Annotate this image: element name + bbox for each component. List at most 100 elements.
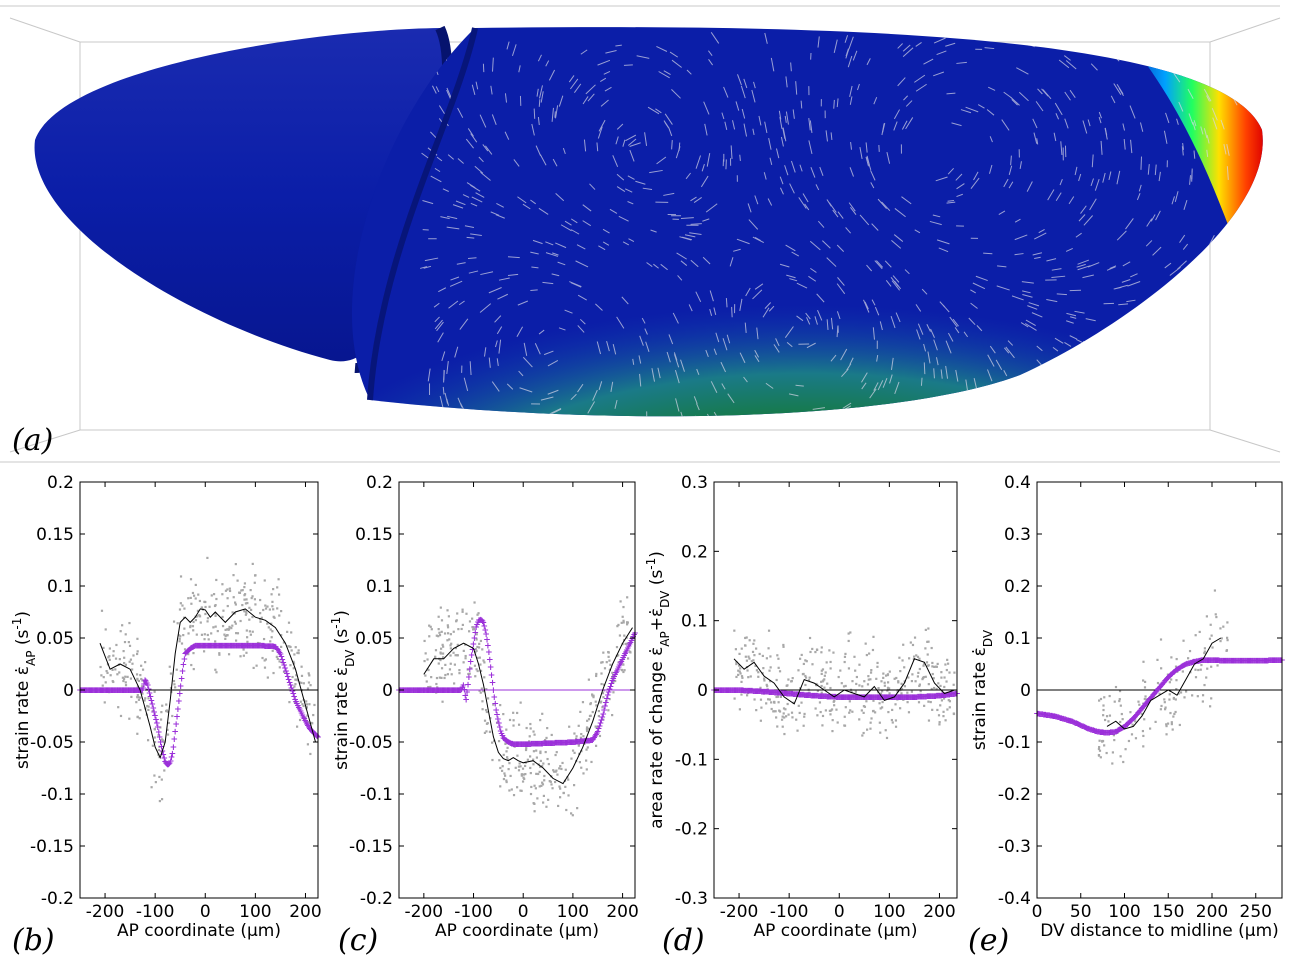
data-point	[611, 674, 615, 677]
data-point	[1154, 720, 1157, 724]
model-marker: +	[881, 693, 889, 703]
model-marker: +	[505, 738, 513, 748]
flow-streak	[672, 312, 679, 324]
data-point	[228, 589, 232, 593]
flow-streak	[583, 139, 587, 152]
flow-streak	[530, 289, 538, 291]
model-marker: +	[211, 641, 219, 651]
model-marker: +	[1079, 722, 1087, 732]
flow-streak	[1182, 243, 1189, 250]
data-point	[234, 601, 237, 604]
model-marker: +	[892, 693, 900, 703]
model-marker: +	[1062, 715, 1070, 725]
data-point	[449, 644, 452, 647]
flow-streak	[930, 328, 935, 338]
data-point	[1198, 630, 1201, 634]
model-marker: +	[609, 674, 617, 684]
data-point	[179, 602, 182, 605]
data-point	[883, 684, 886, 687]
data-point	[797, 669, 800, 672]
flow-streak	[743, 78, 748, 89]
flow-streak	[1178, 101, 1184, 112]
flow-streak	[1034, 256, 1041, 259]
data-point	[521, 780, 525, 783]
model-marker: +	[467, 658, 475, 668]
y-tick-label: 0.1	[1004, 629, 1031, 649]
data-point	[828, 696, 831, 700]
y-tick-label: 0.4	[1004, 473, 1031, 493]
flow-streak	[1189, 379, 1196, 384]
flow-streak	[897, 43, 903, 49]
data-point	[886, 686, 890, 689]
data-point	[115, 643, 118, 647]
flow-streak	[848, 202, 856, 212]
model-marker: +	[302, 718, 310, 728]
model-marker: +	[1035, 710, 1043, 720]
model-marker: +	[1234, 656, 1242, 666]
data-point	[591, 710, 594, 714]
flow-streak	[822, 240, 831, 249]
flow-streak	[788, 393, 799, 397]
data-point	[600, 661, 603, 664]
data-point	[1166, 722, 1170, 725]
data-point	[767, 629, 771, 632]
flow-streak	[885, 279, 892, 287]
model-marker: +	[529, 740, 537, 750]
data-point	[844, 684, 847, 688]
data-point	[745, 659, 749, 662]
data-point	[167, 721, 171, 725]
flow-streak	[1155, 313, 1162, 315]
model-marker: +	[548, 739, 556, 749]
model-marker: +	[864, 693, 872, 703]
model-marker: +	[727, 686, 735, 696]
data-point	[475, 668, 478, 671]
model-marker: +	[279, 658, 287, 668]
model-marker: +	[300, 713, 308, 723]
flow-streak	[874, 260, 883, 270]
flow-streak	[663, 70, 671, 76]
model-marker: +	[528, 740, 536, 750]
data-point	[270, 646, 273, 649]
model-marker: +	[1177, 663, 1185, 673]
flow-streak	[677, 275, 683, 281]
flow-streak	[570, 393, 577, 401]
flow-streak	[1066, 320, 1074, 324]
model-marker: +	[717, 686, 725, 696]
model-marker: +	[1091, 726, 1099, 736]
data-point	[783, 732, 786, 736]
flow-streak	[555, 242, 567, 249]
flow-streak	[1125, 218, 1134, 230]
data-point	[231, 624, 234, 627]
data-point	[1140, 712, 1143, 716]
data-point	[448, 668, 452, 671]
model-marker: +	[1133, 710, 1141, 720]
flow-streak	[785, 111, 789, 125]
data-point	[435, 691, 438, 694]
data-point	[236, 579, 239, 582]
data-point	[456, 654, 459, 657]
model-marker: +	[421, 686, 429, 696]
data-point	[843, 655, 847, 658]
model-marker: +	[1218, 656, 1226, 666]
model-marker: +	[111, 686, 119, 696]
data-point	[595, 704, 598, 707]
data-point	[108, 690, 111, 694]
data-point	[524, 764, 527, 768]
data-point	[835, 695, 838, 698]
model-marker: +	[463, 688, 471, 698]
flow-streak	[1122, 123, 1126, 131]
model-marker: +	[1127, 717, 1135, 727]
data-point	[858, 663, 861, 666]
model-marker: +	[1208, 656, 1216, 666]
flow-streak	[627, 138, 637, 146]
data-point	[775, 716, 778, 719]
model-marker: +	[1176, 664, 1184, 674]
data-point	[770, 707, 773, 711]
flow-streak	[474, 165, 484, 174]
model-marker: +	[416, 686, 424, 696]
flow-streak	[780, 136, 784, 147]
data-point	[1225, 649, 1229, 652]
data-point	[800, 701, 803, 704]
model-marker: +	[540, 739, 548, 749]
data-point	[201, 645, 204, 648]
